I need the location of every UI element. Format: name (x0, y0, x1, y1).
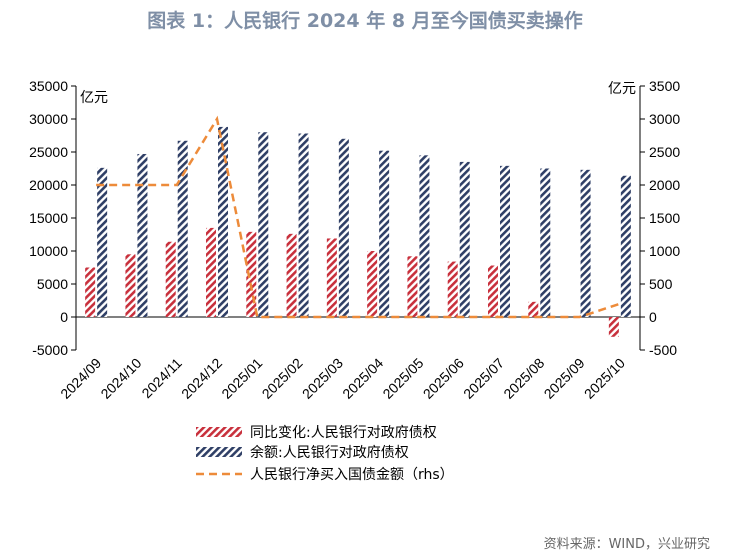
y-left-tick-label: 30000 (29, 111, 68, 127)
x-tick-label: 2025/04 (339, 355, 386, 402)
bar-yoy-change (407, 256, 418, 317)
bar-balance (218, 126, 228, 317)
y-left-tick-label: 5000 (37, 276, 68, 292)
bar-yoy-change (246, 231, 257, 317)
legend-label-balance: 余额:人民银行对政府债权 (250, 444, 409, 461)
x-tick-label: 2024/11 (138, 355, 185, 402)
y-right-tick-label: -500 (649, 342, 677, 358)
y-left-unit: 亿元 (80, 90, 108, 106)
y-left-tick-label: 10000 (29, 243, 68, 259)
y-right-tick-label: 3000 (649, 111, 680, 127)
bar-yoy-change (165, 241, 176, 317)
y-right-tick-label: 0 (649, 309, 657, 325)
y-left-tick-label: 25000 (29, 144, 68, 160)
x-tick-label: 2024/12 (178, 355, 225, 402)
bar-yoy-change (608, 317, 619, 337)
bar-yoy-change (206, 227, 216, 317)
x-tick-label: 2025/06 (420, 355, 467, 402)
bar-yoy-change (367, 251, 378, 317)
bars-group (85, 126, 631, 337)
y-right-tick-label: 1500 (649, 210, 680, 226)
y-right-tick-label: 500 (649, 276, 673, 292)
bar-yoy-change (125, 254, 136, 317)
bar-balance (620, 175, 631, 317)
y-right-tick-label: 3500 (649, 78, 680, 94)
y-right-tick-label: 2500 (649, 144, 680, 160)
bar-balance (97, 167, 108, 317)
x-tick-label: 2025/08 (500, 355, 547, 402)
bar-balance (298, 133, 309, 317)
line-group (96, 115, 621, 319)
bar-yoy-change (528, 301, 539, 317)
x-tick-label: 2025/01 (218, 355, 265, 402)
legend-label-line: 人民银行净买入国债金额（rhs） (250, 467, 454, 483)
x-tick-label: 2025/10 (581, 355, 628, 402)
source-note: 资料来源：WIND，兴业研究 (543, 537, 710, 552)
legend-swatch-yoy (196, 427, 242, 437)
bar-balance (419, 155, 430, 317)
y-left-tick-label: 35000 (29, 78, 68, 94)
x-tick-label: 2024/09 (57, 355, 104, 402)
y-right-tick-label: 2000 (649, 177, 680, 193)
bar-balance (580, 169, 591, 317)
bar-balance (258, 132, 269, 317)
chart-title: 图表 1：人民银行 2024 年 8 月至今国债买卖操作 (147, 10, 583, 32)
bar-balance (459, 161, 470, 317)
bar-balance (137, 153, 148, 317)
y-left-tick-label: -5000 (32, 342, 68, 358)
x-tick-label: 2025/07 (460, 355, 507, 402)
bar-yoy-change (447, 261, 458, 317)
x-tick-label: 2025/05 (379, 355, 426, 402)
bar-yoy-change (326, 238, 337, 317)
x-tick-label: 2025/03 (299, 355, 346, 402)
legend-swatch-balance (196, 447, 242, 457)
legend: 同比变化:人民银行对政府债权余额:人民银行对政府债权人民银行净买入国债金额（rh… (196, 425, 454, 483)
legend-label-yoy: 同比变化:人民银行对政府债权 (250, 425, 437, 441)
bar-yoy-change (488, 265, 498, 317)
bar-balance (177, 140, 188, 317)
y-left-tick-label: 15000 (29, 210, 68, 226)
x-tick-label: 2025/09 (541, 355, 588, 402)
x-tick-label: 2025/02 (259, 355, 306, 402)
bar-balance (379, 150, 390, 317)
bar-balance (338, 138, 349, 317)
bar-yoy-change (85, 267, 96, 317)
y-left-tick-label: 20000 (29, 177, 68, 193)
line-net-purchase (96, 115, 621, 319)
y-right-unit: 亿元 (608, 81, 636, 97)
bar-balance (500, 165, 510, 317)
bar-yoy-change (286, 233, 297, 317)
bar-balance (540, 168, 551, 317)
y-left-tick-label: 0 (60, 309, 68, 325)
y-right-tick-label: 1000 (649, 243, 680, 259)
x-tick-label: 2024/10 (97, 355, 144, 402)
